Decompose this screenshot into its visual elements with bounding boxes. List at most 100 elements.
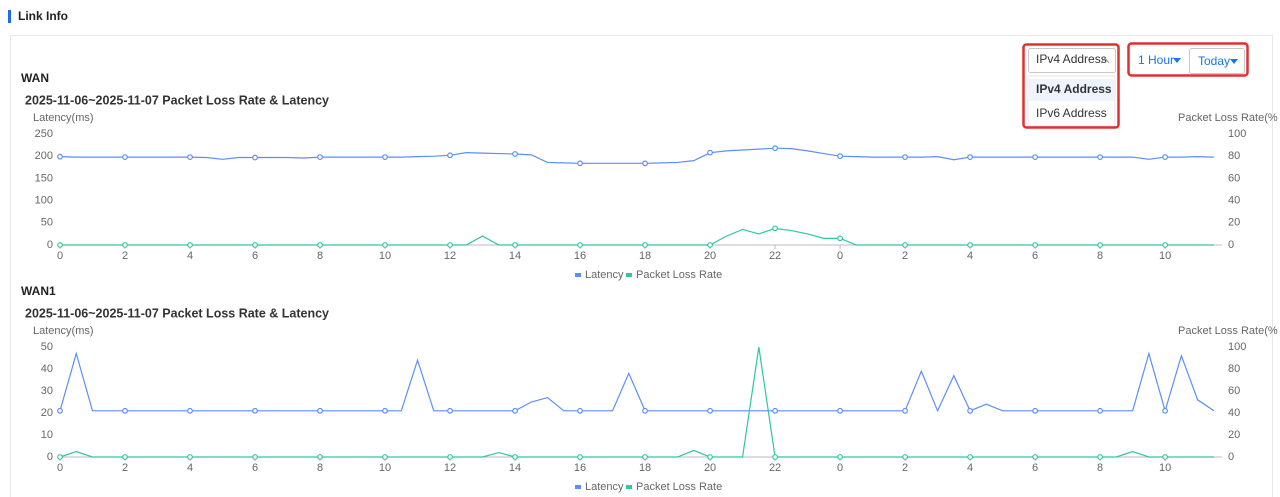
point [1097, 154, 1104, 160]
chart-title: 2025-11-06~2025-11-07 Packet Loss Rate &… [25, 93, 329, 107]
point [252, 454, 258, 460]
y2-tick-label: 60 [1228, 385, 1240, 397]
y2-tick-label: 80 [1228, 150, 1240, 162]
address-option[interactable]: IPv4 Address [1036, 82, 1112, 96]
x-tick-label: 12 [444, 250, 456, 262]
x-tick-label: 8 [1097, 250, 1103, 262]
point [447, 407, 453, 414]
point [187, 407, 193, 414]
y-tick-label: 100 [35, 195, 53, 207]
y2-axis-label: Packet Loss Rate(% [1178, 325, 1278, 337]
address-option[interactable]: IPv6 Address [1036, 106, 1107, 120]
section-label: WAN1 [21, 284, 56, 298]
y-tick-label: 0 [47, 239, 53, 251]
x-tick-label: 14 [509, 250, 521, 262]
point [967, 407, 973, 414]
point [967, 154, 973, 160]
series-line [59, 346, 1214, 458]
point [967, 242, 973, 248]
point [447, 454, 453, 460]
legend-label: Latency [585, 269, 624, 281]
point [967, 454, 973, 460]
point [642, 454, 648, 460]
x-tick-label: 6 [1032, 250, 1038, 262]
point [252, 407, 258, 414]
y-tick-label: 250 [35, 128, 53, 140]
point [577, 242, 583, 248]
y2-tick-label: 60 [1228, 172, 1240, 184]
header-bar [8, 10, 11, 23]
section-label: WAN [21, 71, 49, 85]
point [1162, 454, 1169, 460]
point [382, 454, 388, 460]
caret [1230, 59, 1238, 64]
point [642, 242, 648, 248]
x-tick-label: 10 [1159, 250, 1171, 262]
point [57, 153, 63, 160]
x-tick-label: 10 [379, 462, 391, 474]
point [1032, 154, 1039, 160]
y-axis-label: Latency(ms) [33, 112, 94, 124]
interval-select[interactable]: 1 Hour [1138, 53, 1174, 67]
address-select[interactable] [1028, 48, 1116, 73]
x-tick-label: 22 [769, 462, 781, 474]
series-line [59, 147, 1214, 164]
point [1097, 454, 1104, 460]
caret [1173, 58, 1181, 63]
x-tick-label: 18 [639, 462, 651, 474]
point [317, 407, 323, 414]
range-select-value[interactable]: Today [1198, 54, 1230, 68]
x-tick-label: 0 [57, 462, 63, 474]
point [252, 242, 258, 248]
x-tick-label: 2 [122, 462, 128, 474]
point [382, 242, 388, 248]
point [122, 454, 128, 460]
point [447, 242, 453, 248]
legend-label: Latency [585, 481, 624, 493]
y-tick-label: 40 [41, 363, 53, 375]
x-tick-label: 22 [769, 250, 781, 262]
point [902, 242, 908, 248]
point [512, 454, 518, 460]
y2-tick-label: 0 [1228, 451, 1234, 463]
y-tick-label: 0 [47, 451, 53, 463]
series-line [59, 351, 1215, 413]
point [837, 454, 843, 460]
caret [1100, 57, 1110, 64]
range-select[interactable] [1189, 48, 1245, 74]
point [512, 407, 518, 414]
point [837, 235, 843, 242]
point [252, 154, 258, 161]
point [1162, 407, 1169, 414]
point [187, 154, 193, 160]
x-tick-label: 12 [444, 462, 456, 474]
series-line [60, 227, 1214, 246]
point [902, 454, 908, 460]
y2-tick-label: 40 [1228, 407, 1240, 419]
y2-tick-label: 100 [1228, 128, 1246, 140]
x-tick-label: 6 [252, 250, 258, 262]
x-tick-label: 10 [379, 250, 391, 262]
point [902, 407, 908, 414]
point [317, 454, 323, 460]
x-tick-label: 16 [574, 250, 586, 262]
point [1162, 154, 1169, 160]
point [57, 407, 63, 414]
x-tick-label: 2 [902, 462, 908, 474]
point [122, 407, 128, 414]
x-tick-label: 4 [187, 462, 193, 474]
y-tick-label: 50 [41, 217, 53, 229]
address-select-value[interactable]: IPv4 Address [1036, 52, 1107, 66]
x-tick-label: 16 [574, 462, 586, 474]
x-tick-label: 14 [509, 462, 521, 474]
point [1032, 454, 1039, 460]
y-tick-label: 10 [41, 429, 53, 441]
page-title: Link Info [18, 9, 68, 23]
menu-highlight [1029, 79, 1114, 101]
point [512, 151, 518, 157]
x-tick-label: 0 [57, 250, 63, 262]
point [837, 153, 843, 160]
y-tick-label: 150 [35, 172, 53, 184]
